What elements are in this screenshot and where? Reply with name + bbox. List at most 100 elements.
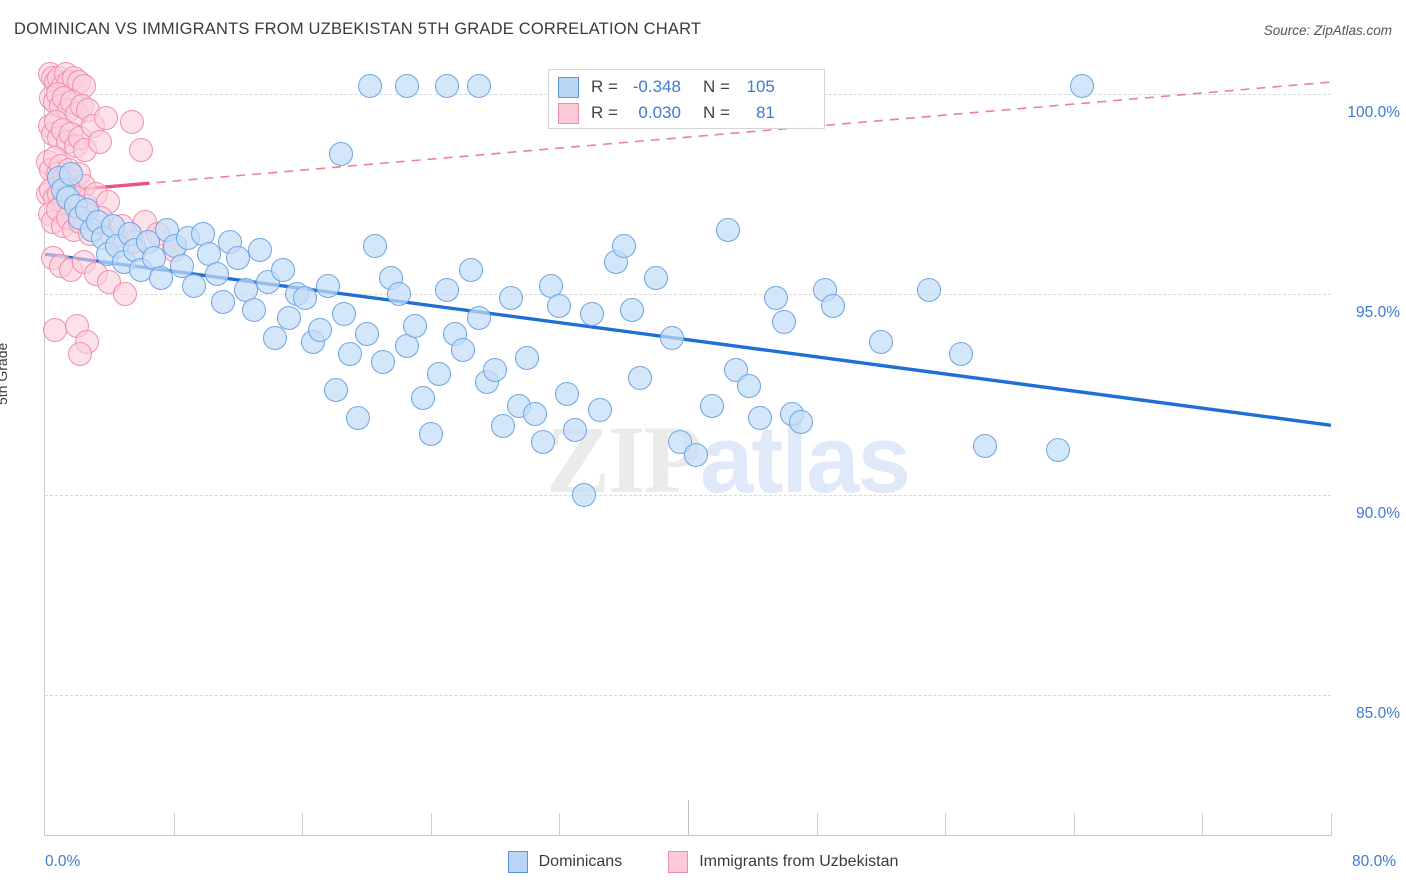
x-tick-16: [302, 813, 304, 835]
data-point: [370, 350, 395, 375]
data-point: [129, 138, 154, 163]
data-point: [338, 342, 363, 367]
data-point: [659, 326, 684, 351]
data-point: [323, 378, 348, 403]
data-point: [68, 342, 93, 367]
data-point: [434, 278, 459, 303]
data-point: [868, 330, 893, 355]
stats-n-label-pink: N =: [702, 103, 730, 122]
x-axis-min-label: 0.0%: [45, 853, 81, 870]
data-point: [737, 374, 762, 399]
data-point: [418, 422, 443, 447]
data-point: [331, 302, 356, 327]
data-point: [531, 430, 556, 455]
series-legend: Dominicans Immigrants from Uzbekistan: [0, 851, 1406, 873]
page-title: DOMINICAN VS IMMIGRANTS FROM UZBEKISTAN …: [14, 20, 702, 38]
data-point: [523, 402, 548, 427]
data-point: [119, 110, 144, 135]
data-point: [328, 142, 353, 167]
data-point: [346, 406, 371, 431]
data-point: [499, 286, 524, 311]
data-point: [182, 274, 207, 299]
y-tick-label-100: 100.0%: [1347, 104, 1400, 122]
data-point: [97, 270, 122, 295]
data-point: [205, 262, 229, 287]
data-point: [113, 282, 138, 307]
data-point: [402, 314, 427, 339]
data-point: [764, 286, 789, 311]
data-point: [949, 342, 974, 367]
data-point: [394, 74, 419, 99]
y-tick-label-95: 95.0%: [1356, 304, 1400, 322]
x-axis-line: [44, 835, 1332, 836]
data-point: [820, 294, 845, 319]
data-point: [547, 294, 572, 319]
data-point: [58, 162, 83, 187]
stats-row-uzbekistan: R = 0.030 N = 81: [558, 100, 775, 126]
legend-item-dominicans[interactable]: Dominicans: [507, 851, 623, 873]
data-point: [563, 418, 588, 443]
data-point: [579, 302, 604, 327]
data-point: [684, 442, 709, 467]
data-point: [362, 234, 387, 259]
y-axis-label: 5th Grade: [0, 342, 10, 405]
stats-row-dominicans: R = -0.348 N = 105: [558, 74, 775, 100]
gridline-85: [45, 694, 1331, 696]
data-point: [1045, 438, 1070, 463]
data-point: [386, 282, 411, 307]
data-point: [225, 246, 250, 271]
stats-r-label-blue: R =: [591, 77, 618, 96]
data-point: [1069, 74, 1094, 99]
data-point: [491, 414, 516, 439]
data-point: [539, 274, 564, 299]
data-point: [772, 310, 797, 335]
data-point: [169, 254, 194, 279]
data-point: [307, 318, 332, 343]
data-point: [315, 274, 340, 299]
x-tick-72: [1202, 813, 1204, 835]
data-point: [142, 246, 167, 271]
data-point: [458, 258, 483, 283]
data-point: [917, 278, 942, 303]
data-point: [611, 234, 636, 259]
data-point: [211, 290, 236, 315]
data-point: [515, 346, 540, 371]
gridline-90: [45, 494, 1331, 496]
data-point: [196, 242, 221, 267]
data-point: [293, 286, 318, 311]
stats-n-value-blue: 105: [746, 77, 775, 96]
data-point: [42, 318, 67, 343]
data-point: [467, 74, 492, 99]
data-point: [716, 218, 741, 243]
data-point: [973, 434, 998, 459]
data-point: [262, 326, 287, 351]
x-axis-max-label: 80.0%: [1352, 853, 1396, 870]
x-tick-56: [945, 813, 947, 835]
legend-item-uzbekistan[interactable]: Immigrants from Uzbekistan: [668, 851, 898, 873]
stats-r-value-blue: -0.348: [632, 77, 681, 96]
stats-r-value-pink: 0.030: [638, 103, 681, 122]
data-point: [241, 298, 266, 323]
stats-swatch-pink: [558, 102, 579, 124]
data-point: [148, 266, 173, 291]
stats-n-label-blue: N =: [702, 77, 730, 96]
data-point: [256, 270, 281, 295]
stats-swatch-blue: [558, 76, 579, 98]
data-point: [627, 366, 652, 391]
stats-n-value-pink: 81: [755, 103, 775, 122]
data-point: [587, 398, 612, 423]
data-point: [426, 362, 451, 387]
x-tick-32: [559, 813, 561, 835]
x-tick-48: [816, 813, 818, 835]
legend-label-dominicans: Dominicans: [538, 853, 623, 870]
legend-swatch-uzbekistan: [668, 851, 689, 873]
stats-legend: R = -0.348 N = 105 R = 0.030 N = 81: [548, 69, 825, 129]
x-tick-8: [173, 813, 175, 835]
data-point: [555, 382, 580, 407]
legend-swatch-dominicans: [507, 851, 528, 873]
x-tick-24: [430, 813, 432, 835]
y-axis-line: [44, 70, 45, 836]
data-point: [410, 386, 435, 411]
data-point: [94, 106, 119, 131]
